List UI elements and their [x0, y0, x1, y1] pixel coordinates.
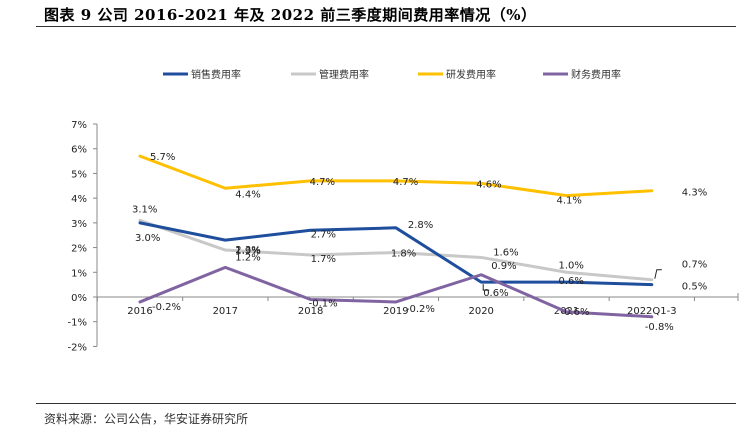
data-label: -0.2% [152, 302, 181, 313]
series-line [138, 265, 654, 319]
x-tick-label: 2019 [383, 306, 408, 317]
legend-item: 管理费用率 [291, 68, 369, 81]
y-tick-label: -2% [68, 342, 87, 353]
data-label: 1.7% [311, 254, 336, 265]
y-tick-label: 2% [71, 244, 87, 255]
data-label: 2.8% [408, 220, 433, 231]
data-label: 1.9% [235, 246, 260, 257]
y-tick-label: -1% [68, 318, 87, 329]
legend-item: 研发费用率 [418, 68, 496, 81]
legend-label: 研发费用率 [446, 68, 496, 81]
data-label: -0.1% [309, 298, 338, 309]
y-tick-label: 3% [71, 219, 87, 230]
legend-label: 财务费用率 [571, 68, 621, 81]
series-line [138, 218, 654, 282]
y-tick-label: 6% [71, 145, 87, 156]
legend-item: 销售费用率 [163, 68, 241, 81]
title-divider [36, 26, 736, 27]
data-label: 1.2% [235, 252, 260, 263]
x-tick-label: 2016 [127, 306, 152, 317]
data-label: 4.1% [557, 196, 582, 207]
series-lines [138, 154, 654, 319]
y-tick-label: 4% [71, 194, 87, 205]
data-label: 4.6% [476, 179, 501, 190]
y-tick-label: 5% [71, 169, 87, 180]
leader-line [654, 269, 662, 279]
data-label: 0.9% [491, 261, 516, 272]
data-label: 1.6% [493, 247, 518, 258]
data-labels: 3.0% 2.3% 2.7% 2.8% 0.6% 0.6% 0.5% 3.1% 1.9% 1.7%… [132, 152, 707, 333]
footer-divider [36, 403, 736, 404]
data-label: 4.7% [393, 177, 418, 188]
y-tick-label: 7% [71, 120, 87, 131]
series-line [138, 154, 654, 198]
chart-title: 图表 9 公司 2016-2021 年及 2022 前三季度期间费用率情况（%） [44, 6, 537, 24]
data-label: 1.8% [391, 249, 416, 260]
leader-line [482, 284, 490, 291]
data-label: 3.1% [132, 204, 157, 215]
legend: 销售费用率 管理费用率 研发费用率 财务费用率 [163, 68, 621, 81]
series-line [138, 221, 654, 287]
legend-item: 财务费用率 [543, 68, 621, 81]
y-tick-label: 1% [71, 268, 87, 279]
x-tick-label: 2018 [298, 306, 323, 317]
y-tick-label: 0% [71, 293, 87, 304]
data-label: 0.6% [559, 276, 584, 287]
data-label: 4.3% [682, 188, 707, 199]
data-label: -0.8% [645, 322, 674, 333]
data-label: 2.3% [235, 245, 260, 256]
data-label: 0.5% [682, 282, 707, 293]
data-label: 3.0% [135, 233, 160, 244]
data-label: -0.6% [561, 307, 590, 318]
legend-label: 销售费用率 [191, 68, 241, 81]
x-tick-label: 2020 [468, 306, 493, 317]
data-label: 4.7% [310, 177, 335, 188]
source-note: 资料来源：公司公告，华安证券研究所 [44, 412, 249, 426]
data-label: 1.0% [559, 260, 584, 271]
data-label: 5.7% [150, 152, 175, 163]
x-tick-label: 2022Q1-3 [627, 306, 677, 317]
legend-label: 管理费用率 [319, 68, 369, 81]
data-label: 0.6% [483, 288, 508, 299]
data-label: 0.7% [682, 260, 707, 271]
x-tick-label: 2017 [213, 306, 238, 317]
data-label: -0.2% [406, 304, 435, 315]
data-label: 4.4% [235, 189, 260, 200]
data-label: 2.7% [311, 229, 336, 240]
